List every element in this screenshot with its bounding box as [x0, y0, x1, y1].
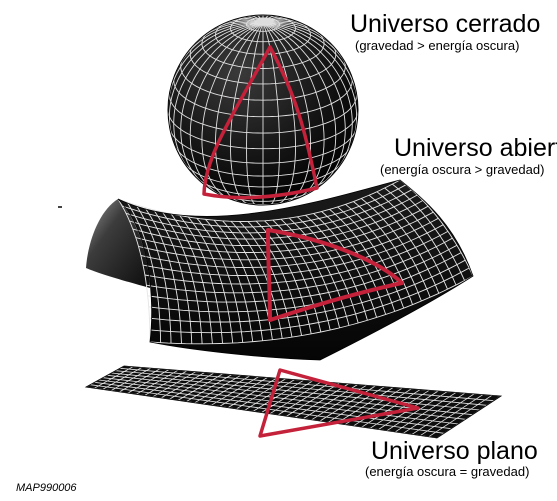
- sphere-pole: [256, 18, 274, 25]
- flat-universe-title: Universo plano: [371, 437, 538, 465]
- image-credit: MAP990006: [16, 482, 77, 495]
- saddle-surface: [86, 180, 473, 360]
- flat-universe-subtitle: (energía oscura = gravedad): [365, 464, 529, 479]
- open-universe-subtitle: (energía oscura > gravedad): [380, 162, 544, 177]
- sphere-surface: [168, 15, 358, 205]
- stray-mark: [58, 206, 62, 208]
- open-universe-title: Universo abierto: [394, 134, 557, 162]
- plane-surface: [86, 366, 501, 438]
- closed-universe-subtitle: (gravedad > energía oscura): [355, 38, 519, 53]
- closed-universe-title: Universo cerrado: [350, 10, 540, 38]
